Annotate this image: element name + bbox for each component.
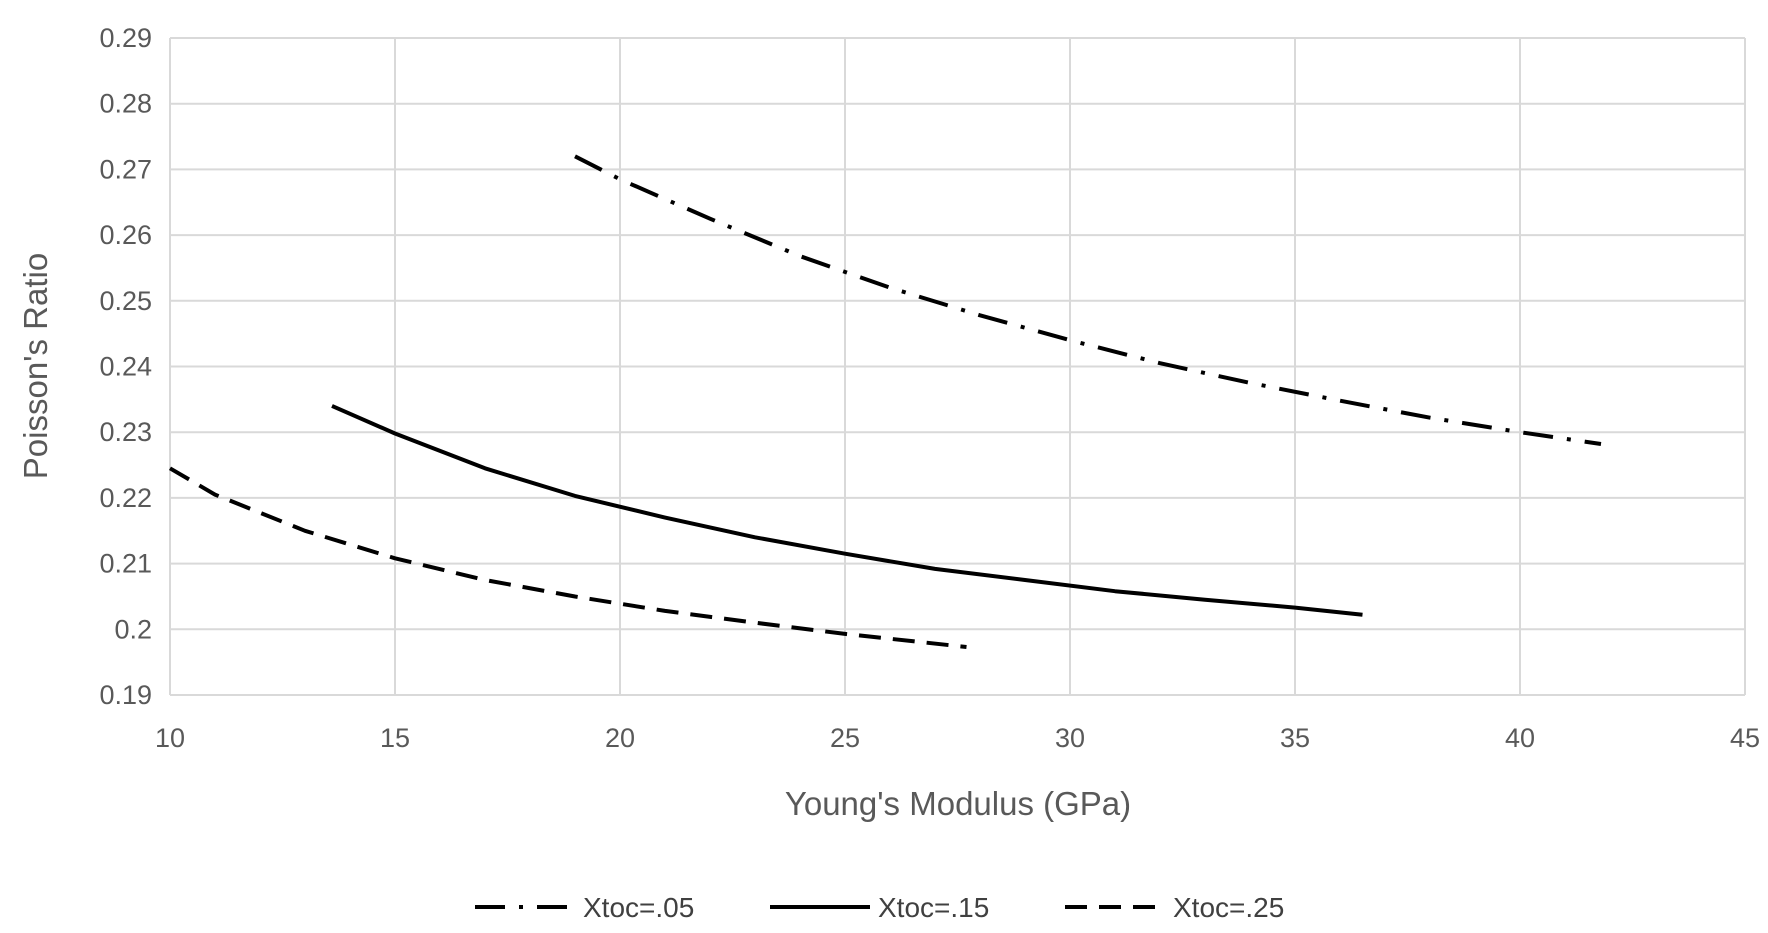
- y-tick-label: 0.27: [99, 154, 152, 184]
- x-tick-label: 20: [605, 723, 635, 753]
- y-tick-label: 0.26: [99, 220, 152, 250]
- x-tick-label: 35: [1280, 723, 1310, 753]
- x-tick-label: 10: [155, 723, 185, 753]
- y-tick-label: 0.29: [99, 23, 152, 53]
- y-axis-ticks: 0.19 0.2 0.21 0.22 0.23 0.24 0.25 0.26 0.27 0.28 0…: [99, 23, 152, 710]
- series-line-Xtoc=.05: [574, 154, 1602, 446]
- legend-label: Xtoc=.25: [1173, 892, 1284, 923]
- y-axis-title: Poisson's Ratio: [17, 253, 54, 479]
- series-layer: [168, 154, 1602, 649]
- x-tick-label: 15: [380, 723, 410, 753]
- series-line-Xtoc=.15: [331, 404, 1363, 617]
- y-tick-label: 0.21: [99, 549, 152, 579]
- y-tick-label: 0.22: [99, 483, 152, 513]
- grid-layer: [169, 37, 1746, 696]
- x-axis-ticks: 10 15 20 25 30 35 40 45: [155, 723, 1760, 753]
- legend-label: Xtoc=.15: [878, 892, 989, 923]
- x-tick-label: 25: [830, 723, 860, 753]
- legend: Xtoc=.05 Xtoc=.15 Xtoc=.25: [475, 892, 1284, 923]
- x-axis-title: Young's Modulus (GPa): [785, 785, 1131, 822]
- y-tick-label: 0.25: [99, 286, 152, 316]
- legend-label: Xtoc=.05: [583, 892, 694, 923]
- series-line-Xtoc=.25: [168, 466, 967, 649]
- x-tick-label: 40: [1505, 723, 1535, 753]
- y-tick-label: 0.19: [99, 680, 152, 710]
- y-tick-label: 0.2: [114, 614, 152, 644]
- y-tick-label: 0.23: [99, 417, 152, 447]
- y-tick-label: 0.24: [99, 352, 152, 382]
- x-tick-label: 45: [1730, 723, 1760, 753]
- y-tick-label: 0.28: [99, 89, 152, 119]
- x-tick-label: 30: [1055, 723, 1085, 753]
